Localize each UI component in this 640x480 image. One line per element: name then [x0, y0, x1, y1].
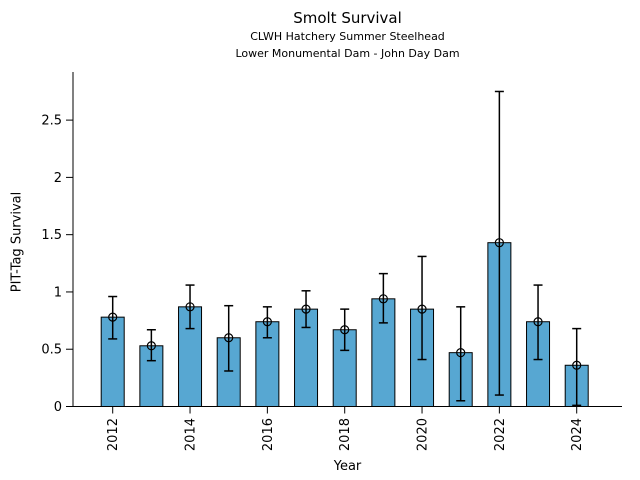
- x-tick-label: 2018: [338, 418, 353, 451]
- y-tick-label: 1.5: [41, 228, 62, 243]
- mean-marker-2015: [224, 333, 234, 343]
- mean-marker-2018: [340, 325, 350, 335]
- mean-marker-2021: [456, 348, 466, 358]
- y-tick-label: 0: [54, 400, 62, 415]
- mean-marker-2016: [262, 317, 272, 327]
- y-tick-label: 1: [54, 285, 62, 300]
- y-tick-label: 2: [54, 171, 62, 186]
- x-tick-label: 2016: [261, 418, 276, 451]
- mean-marker-2020: [417, 304, 427, 314]
- mean-marker-2019: [378, 294, 388, 304]
- x-tick-label: 2014: [184, 418, 199, 451]
- chart-subtitle-line2: Lower Monumental Dam - John Day Dam: [235, 47, 460, 60]
- y-tick-label: 0.5: [41, 343, 62, 358]
- mean-marker-2017: [301, 304, 311, 314]
- x-axis-label: Year: [333, 459, 362, 474]
- mean-marker-2014: [185, 302, 195, 312]
- mean-marker-2013: [146, 341, 156, 351]
- x-tick-label: 2020: [416, 418, 431, 451]
- x-tick-label: 2012: [106, 418, 121, 451]
- x-tick-label: 2022: [493, 418, 508, 451]
- mean-marker-2024: [572, 360, 582, 370]
- mean-marker-2022: [494, 238, 504, 248]
- mean-marker-2012: [108, 312, 118, 322]
- chart-title: Smolt Survival: [293, 9, 402, 27]
- mean-marker-2023: [533, 317, 543, 327]
- chart-subtitle-line1: CLWH Hatchery Summer Steelhead: [250, 30, 445, 43]
- y-tick-label: 2.5: [41, 114, 62, 129]
- x-tick-label: 2024: [570, 418, 585, 451]
